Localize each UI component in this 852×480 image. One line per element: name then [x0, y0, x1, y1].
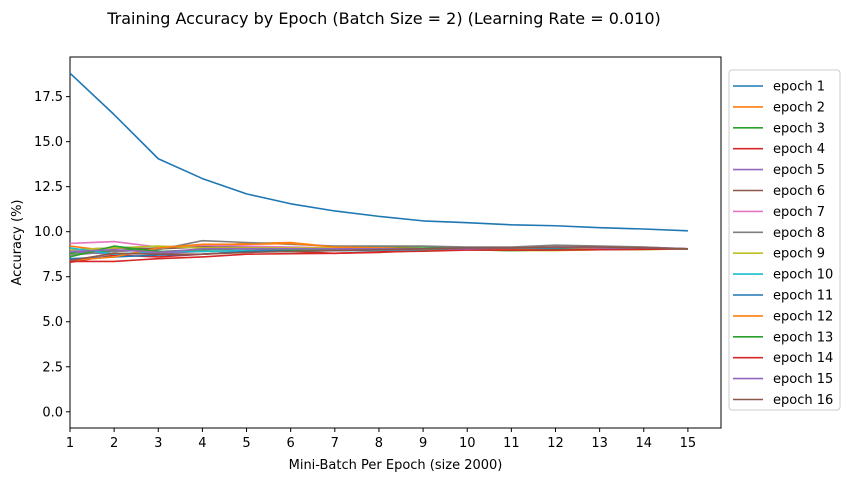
y-tick-label: 17.5: [34, 90, 63, 105]
series-line-epoch-1: [69, 72, 688, 232]
legend-label: epoch 10: [773, 268, 833, 283]
legend: epoch 1 epoch 2 epoch 3 epoch 4 epoch 5 epoch…: [728, 69, 841, 411]
legend-box: [728, 69, 841, 411]
x-tick-label: 9: [419, 436, 427, 451]
x-tick-label: 14: [635, 436, 652, 451]
x-tick-label: 13: [591, 436, 608, 451]
legend-label: epoch 12: [773, 309, 833, 324]
legend-label: epoch 11: [773, 289, 833, 304]
x-tick-label: 8: [375, 436, 383, 451]
y-tick-label: 2.5: [42, 360, 63, 375]
series-line-epoch-16: [69, 246, 688, 262]
x-tick-label: 15: [680, 436, 697, 451]
x-tick-label: 6: [287, 436, 295, 451]
y-tick-label: 7.5: [42, 270, 63, 285]
legend-label: epoch 13: [773, 330, 833, 345]
legend-label: epoch 6: [773, 184, 825, 199]
x-tick-label: 10: [459, 436, 476, 451]
x-tick-label: 1: [66, 436, 74, 451]
x-tick-label: 3: [154, 436, 162, 451]
x-tick-label: 4: [198, 436, 206, 451]
y-tick-label: 10.0: [34, 225, 63, 240]
legend-label: epoch 15: [773, 372, 833, 387]
series-layer: [69, 72, 688, 264]
y-axis-label: Accuracy (%): [10, 200, 25, 286]
legend-label: epoch 9: [773, 247, 825, 262]
y-axis: 0.0 2.5 5.0 7.5 10.0 12.5 15.0 17.5: [34, 90, 70, 420]
legend-label: epoch 16: [773, 393, 833, 408]
x-tick-label: 5: [242, 436, 250, 451]
x-tick-label: 2: [110, 436, 118, 451]
x-tick-label: 11: [503, 436, 520, 451]
x-axis: 1 2 3 4 5 6 7 8 9 10 11 12 13 14 15: [66, 428, 696, 451]
y-tick-label: 0.0: [42, 405, 63, 420]
x-tick-label: 12: [547, 436, 564, 451]
legend-label: epoch 2: [773, 100, 825, 115]
legend-label: epoch 7: [773, 205, 825, 220]
y-tick-label: 5.0: [42, 315, 63, 330]
legend-label: epoch 5: [773, 163, 825, 178]
legend-label: epoch 1: [773, 80, 825, 95]
chart-title: Training Accuracy by Epoch (Batch Size =…: [106, 9, 661, 28]
legend-label: epoch 14: [773, 351, 833, 366]
x-tick-label: 7: [331, 436, 339, 451]
legend-label: epoch 8: [773, 226, 825, 241]
legend-label: epoch 4: [773, 142, 825, 157]
plot-frame: [69, 56, 722, 429]
y-tick-label: 15.0: [34, 135, 63, 150]
y-tick-label: 12.5: [34, 180, 63, 195]
legend-label: epoch 3: [773, 121, 825, 136]
series-line-epoch-14: [70, 248, 688, 263]
x-axis-label: Mini-Batch Per Epoch (size 2000): [289, 458, 503, 473]
